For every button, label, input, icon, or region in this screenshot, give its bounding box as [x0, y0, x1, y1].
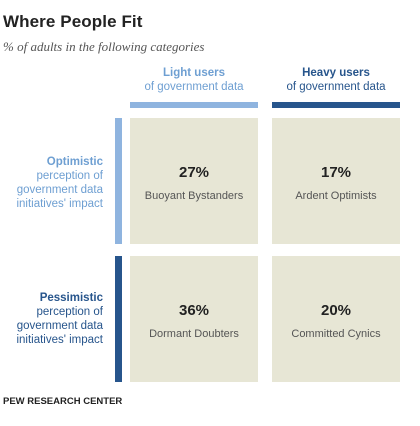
row-line: initiatives' impact [16, 334, 103, 346]
row-line: government data [16, 184, 103, 196]
column-sublabel-light: of government data [144, 81, 244, 93]
row-bar-optimistic [115, 118, 122, 244]
cell-percent: 36% [178, 302, 210, 319]
chart-title: Where People Fit [3, 12, 143, 31]
cell-percent: 27% [178, 164, 210, 181]
row-header-pessimistic: Pessimistic perception of government dat… [0, 291, 103, 347]
column-bar-light [130, 102, 258, 108]
cell-ardent-optimists: 17% Ardent Optimists [272, 118, 400, 244]
cell-group-name: Ardent Optimists [295, 190, 377, 202]
row-label-pessimistic: Pessimistic [39, 292, 103, 304]
cell-percent: 17% [320, 164, 352, 181]
source-credit: PEW RESEARCH CENTER [3, 396, 123, 407]
cell-group-name: Committed Cynics [291, 328, 381, 340]
cell-buoyant-bystanders: 27% Buoyant Bystanders [130, 118, 258, 244]
column-label-heavy: Heavy users [302, 67, 370, 79]
cell-dormant-doubters: 36% Dormant Doubters [130, 256, 258, 382]
row-line: government data [16, 320, 103, 332]
column-sublabel-heavy: of government data [286, 81, 386, 93]
cell-group-name: Buoyant Bystanders [144, 190, 244, 202]
chart-subtitle: % of adults in the following categories [3, 39, 205, 54]
row-line: perception of [36, 306, 104, 318]
row-label-optimistic: Optimistic [46, 156, 103, 168]
row-line: perception of [36, 170, 104, 182]
cell-committed-cynics: 20% Committed Cynics [272, 256, 400, 382]
column-header-heavy: Heavy users of government data [272, 66, 400, 94]
column-label-light: Light users [163, 67, 225, 79]
column-header-light: Light users of government data [130, 66, 258, 94]
row-line: initiatives' impact [16, 198, 103, 210]
row-bar-pessimistic [115, 256, 122, 382]
cell-group-name: Dormant Doubters [149, 328, 239, 340]
cell-percent: 20% [320, 302, 352, 319]
row-header-optimistic: Optimistic perception of government data… [0, 155, 103, 211]
column-bar-heavy [272, 102, 400, 108]
